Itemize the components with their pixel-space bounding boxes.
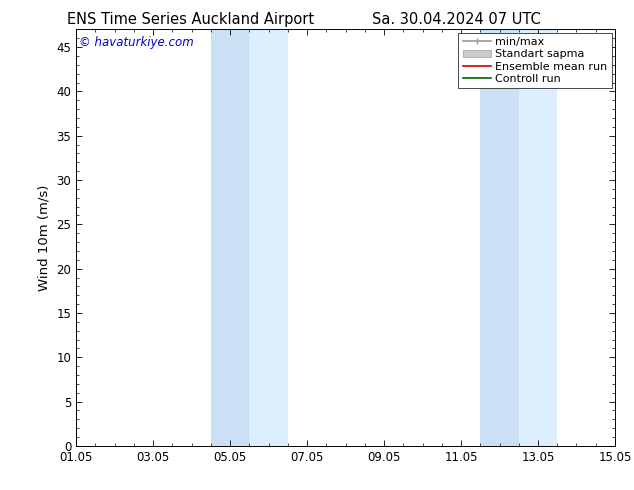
Bar <box>249 29 288 446</box>
Bar <box>210 29 249 446</box>
Text: © havaturkiye.com: © havaturkiye.com <box>79 36 193 49</box>
Y-axis label: Wind 10m (m/s): Wind 10m (m/s) <box>38 184 51 291</box>
Text: Sa. 30.04.2024 07 UTC: Sa. 30.04.2024 07 UTC <box>372 12 541 27</box>
Legend: min/max, Standart sapma, Ensemble mean run, Controll run: min/max, Standart sapma, Ensemble mean r… <box>458 33 612 88</box>
Bar <box>519 29 557 446</box>
Bar <box>480 29 519 446</box>
Text: ENS Time Series Auckland Airport: ENS Time Series Auckland Airport <box>67 12 314 27</box>
